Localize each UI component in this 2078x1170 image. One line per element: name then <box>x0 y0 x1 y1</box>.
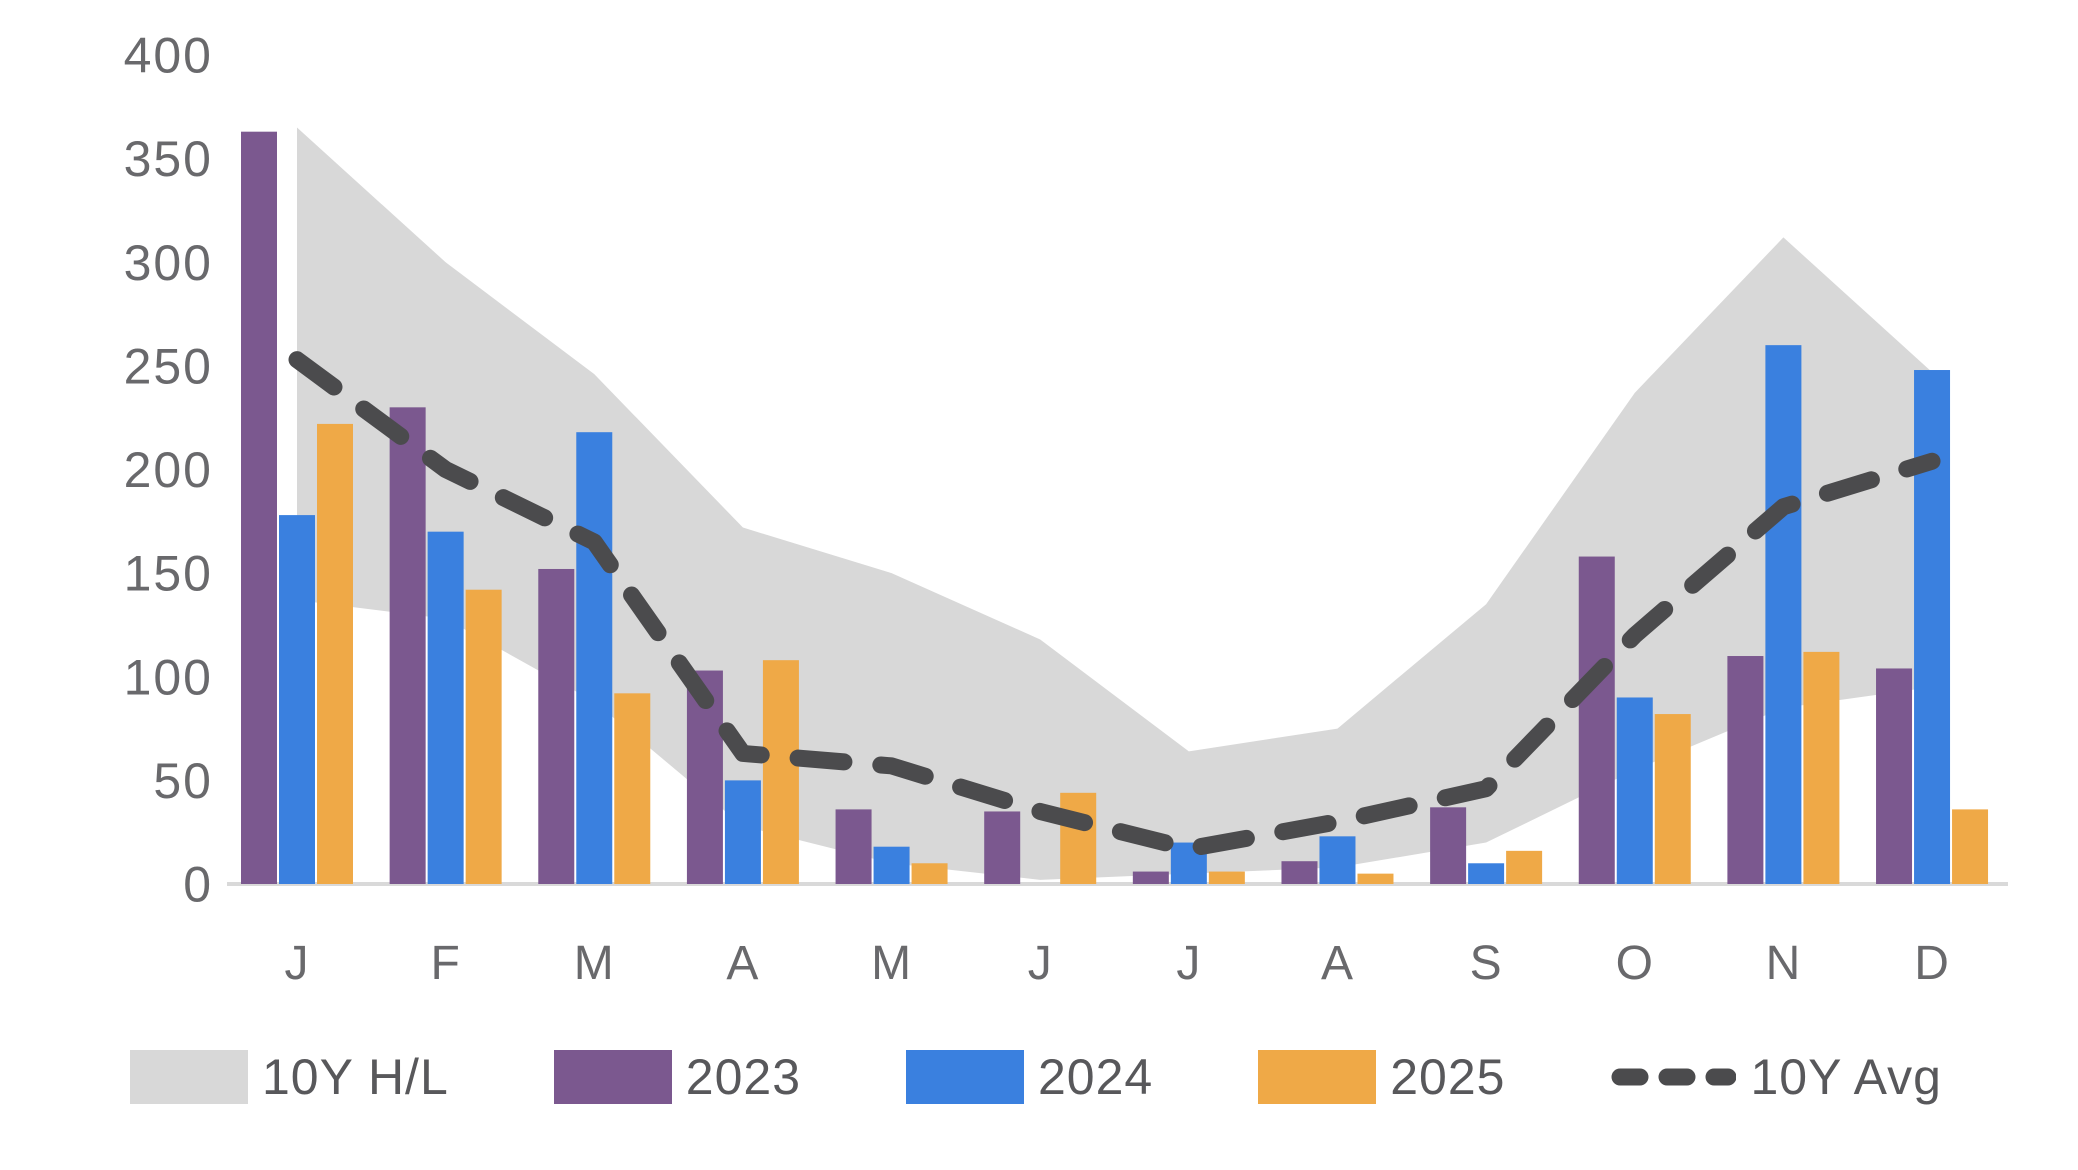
legend-item-2025: 2025 <box>1258 1048 1505 1106</box>
y-tick-100: 100 <box>124 649 213 705</box>
y-tick-150: 150 <box>124 546 213 602</box>
avg-dashed-line <box>288 351 1941 858</box>
bar-2023-O10 <box>1578 556 1615 884</box>
legend-swatch-dashed-line-icon <box>1611 1068 1737 1086</box>
x-label-5-M: M <box>871 937 912 990</box>
bar-2024-N11 <box>1765 345 1802 884</box>
bar-2023-J1 <box>241 131 277 884</box>
bar-2025-A8 <box>1357 873 1394 884</box>
bar-2025-N11 <box>1803 651 1840 884</box>
bar-2025-J6 <box>1060 792 1097 884</box>
y-tick-400: 400 <box>124 28 213 84</box>
bar-2023-A8 <box>1281 861 1318 884</box>
x-label-9-S: S <box>1470 937 1503 990</box>
y-tick-250: 250 <box>124 338 213 394</box>
bar-2023-M5 <box>835 809 872 884</box>
legend-label-10y-hl: 10Y H/L <box>262 1049 449 1105</box>
x-label-12-D: D <box>1914 937 1950 990</box>
bar-2024-M3 <box>576 432 613 884</box>
bar-2023-J6 <box>984 811 1021 884</box>
y-tick-350: 350 <box>124 131 213 187</box>
bar-2023-D12 <box>1876 668 1913 884</box>
legend-swatch-2023 <box>553 1050 672 1104</box>
bar-2024-O10 <box>1616 697 1653 884</box>
x-label-1-J: J <box>285 937 310 990</box>
bar-2023-M3 <box>538 568 575 884</box>
legend-label-10y-avg: 10Y Avg <box>1750 1049 1942 1105</box>
legend-item-2024: 2024 <box>906 1048 1153 1106</box>
legend-item-2023: 2023 <box>553 1048 801 1106</box>
legend-swatch-2024 <box>906 1050 1024 1104</box>
y-tick-50: 50 <box>153 753 213 809</box>
bar-2025-S9 <box>1506 850 1543 884</box>
bar-2024-D12 <box>1914 370 1951 884</box>
bar-2023-F2 <box>389 407 426 884</box>
bar-2025-J7 <box>1208 871 1245 884</box>
x-label-7-J: J <box>1176 937 1201 990</box>
bar-2024-S9 <box>1468 863 1505 884</box>
x-label-6-J: J <box>1028 937 1053 990</box>
bar-2025-J1 <box>317 423 353 884</box>
bar-2023-J7 <box>1132 871 1169 884</box>
legend-label-2024: 2024 <box>1038 1049 1154 1105</box>
bar-2024-J1 <box>279 515 315 884</box>
bar-2025-D12 <box>1952 809 1989 884</box>
bar-2024-F2 <box>427 531 464 884</box>
legend-swatch-2025 <box>1258 1050 1377 1104</box>
bar-2023-N11 <box>1727 656 1764 884</box>
bar-2024-M5 <box>873 846 910 884</box>
legend-label-2025: 2025 <box>1390 1049 1506 1105</box>
bar-2024-A4 <box>724 780 761 884</box>
x-label-8-A: A <box>1321 937 1354 990</box>
x-label-3-M: M <box>574 937 615 990</box>
y-tick-0: 0 <box>183 857 213 913</box>
bar-2025-A4 <box>762 660 799 884</box>
legend-item-10y-avg: 10Y Avg <box>1610 1048 1941 1106</box>
legend-swatch-10y-hl <box>130 1050 248 1104</box>
y-tick-300: 300 <box>124 235 213 291</box>
x-label-2-F: F <box>430 937 460 990</box>
x-label-10-O: O <box>1616 937 1654 990</box>
legend-label-2023: 2023 <box>685 1049 801 1105</box>
x-label-11-N: N <box>1766 937 1802 990</box>
bar-2023-S9 <box>1430 807 1467 884</box>
bar-2025-M5 <box>911 863 948 884</box>
bar-2025-F2 <box>465 589 502 884</box>
legend: 10Y H/L 2023 2024 2025 10Y Avg <box>130 1022 1942 1132</box>
bar-2025-M3 <box>614 693 651 884</box>
bar-2025-O10 <box>1654 714 1691 884</box>
x-label-4-A: A <box>726 937 759 990</box>
bar-2024-A8 <box>1319 836 1356 884</box>
legend-item-10y-hl: 10Y H/L <box>130 1048 449 1106</box>
y-tick-200: 200 <box>124 442 213 498</box>
